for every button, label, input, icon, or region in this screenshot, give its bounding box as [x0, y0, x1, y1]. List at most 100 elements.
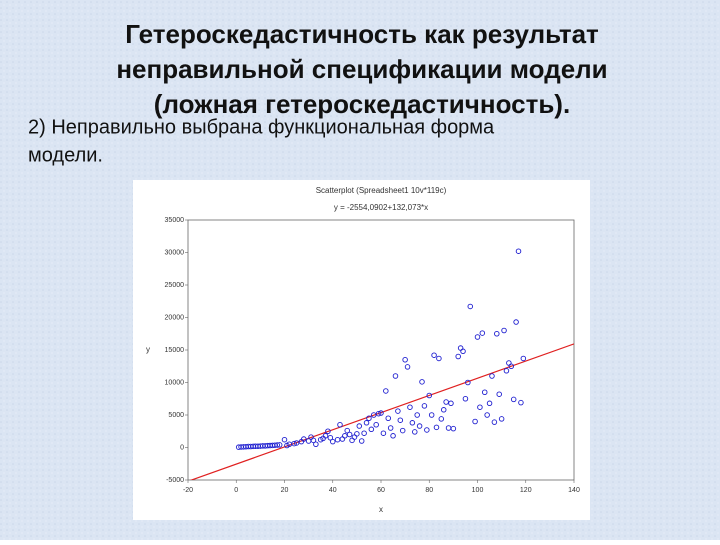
- point: [373, 422, 379, 428]
- point: [291, 440, 297, 447]
- point: [477, 404, 483, 410]
- point: [402, 357, 408, 363]
- y-tick-label: 20000: [165, 314, 185, 321]
- y-tick-label: 35000: [165, 217, 185, 224]
- y-tick-label: 25000: [165, 282, 185, 289]
- point: [431, 352, 437, 358]
- y-tick-label: -5000: [166, 477, 184, 484]
- point: [274, 442, 281, 448]
- point: [419, 379, 425, 385]
- x-axis-label: x: [379, 505, 383, 514]
- point: [378, 410, 384, 416]
- point: [465, 379, 471, 386]
- point: [375, 410, 382, 417]
- point: [361, 430, 367, 436]
- point: [518, 399, 524, 406]
- slide-title: неправильной спецификации модели: [116, 54, 607, 84]
- y-tick-label: 0: [180, 444, 184, 451]
- point: [390, 433, 396, 439]
- point: [484, 412, 490, 418]
- point: [368, 426, 375, 433]
- point: [440, 407, 447, 413]
- point: [460, 348, 466, 355]
- point: [407, 404, 413, 410]
- point: [412, 429, 418, 435]
- point: [450, 425, 457, 432]
- point: [344, 427, 350, 434]
- point: [513, 319, 519, 325]
- point: [428, 412, 435, 418]
- chart-title: Scatterplot (Spreadsheet1 10v*119c): [316, 186, 447, 195]
- point: [494, 331, 500, 337]
- point: [330, 438, 336, 445]
- point: [421, 403, 428, 409]
- x-tick-label: 120: [520, 487, 532, 494]
- point: [426, 392, 433, 399]
- point: [354, 431, 360, 437]
- point: [327, 435, 334, 441]
- point: [498, 416, 505, 422]
- point: [322, 433, 329, 439]
- point: [508, 363, 515, 370]
- point: [356, 423, 363, 429]
- point: [409, 420, 416, 426]
- point: [395, 408, 401, 414]
- point: [455, 353, 461, 360]
- point: [342, 433, 348, 439]
- point: [281, 436, 288, 443]
- point: [433, 424, 440, 431]
- slide-text: модели.: [28, 144, 103, 166]
- plot-layer: [189, 248, 574, 480]
- point: [276, 442, 283, 448]
- point: [371, 412, 377, 418]
- point: [337, 422, 343, 428]
- point: [416, 423, 423, 429]
- point: [448, 400, 454, 407]
- point: [496, 391, 502, 397]
- slide-text: 2) Неправильно выбрана функциональная фо…: [28, 116, 495, 138]
- x-tick-label: -20: [183, 487, 193, 494]
- point: [438, 416, 445, 422]
- chart-subtitle: y = -2554,0902+132,073*x: [334, 203, 428, 212]
- slide-title: (ложная гетероскедастичность).: [154, 89, 570, 119]
- point: [380, 430, 387, 436]
- point: [479, 330, 486, 336]
- x-tick-label: 140: [568, 487, 580, 494]
- chart-frame: [133, 180, 590, 520]
- x-tick-label: 100: [472, 487, 484, 494]
- point: [358, 438, 365, 444]
- point: [515, 248, 522, 254]
- point: [467, 303, 474, 310]
- y-tick-label: 10000: [165, 379, 185, 386]
- point: [510, 396, 517, 403]
- point: [383, 388, 389, 394]
- point: [414, 412, 420, 418]
- point: [520, 355, 527, 362]
- point: [486, 400, 493, 407]
- point: [392, 373, 399, 379]
- point: [310, 437, 317, 444]
- point: [481, 389, 488, 396]
- point: [366, 415, 372, 422]
- y-tick-label: 15000: [165, 347, 185, 354]
- point: [313, 441, 319, 448]
- point: [472, 418, 478, 425]
- x-tick-label: 80: [425, 487, 433, 494]
- y-tick-label: 5000: [168, 412, 184, 419]
- x-tick-label: 20: [281, 487, 289, 494]
- point: [474, 334, 481, 340]
- point: [363, 420, 370, 426]
- x-tick-label: 60: [377, 487, 385, 494]
- point: [387, 425, 394, 431]
- point: [443, 399, 449, 405]
- y-tick-label: 30000: [165, 249, 185, 256]
- point: [424, 427, 430, 433]
- point: [436, 355, 442, 362]
- slide-title: Гетероскедастичность как результат: [125, 19, 599, 49]
- point: [325, 428, 331, 435]
- point: [503, 368, 510, 374]
- point: [397, 417, 404, 423]
- y-axis-label: y: [146, 345, 150, 354]
- point: [489, 373, 495, 379]
